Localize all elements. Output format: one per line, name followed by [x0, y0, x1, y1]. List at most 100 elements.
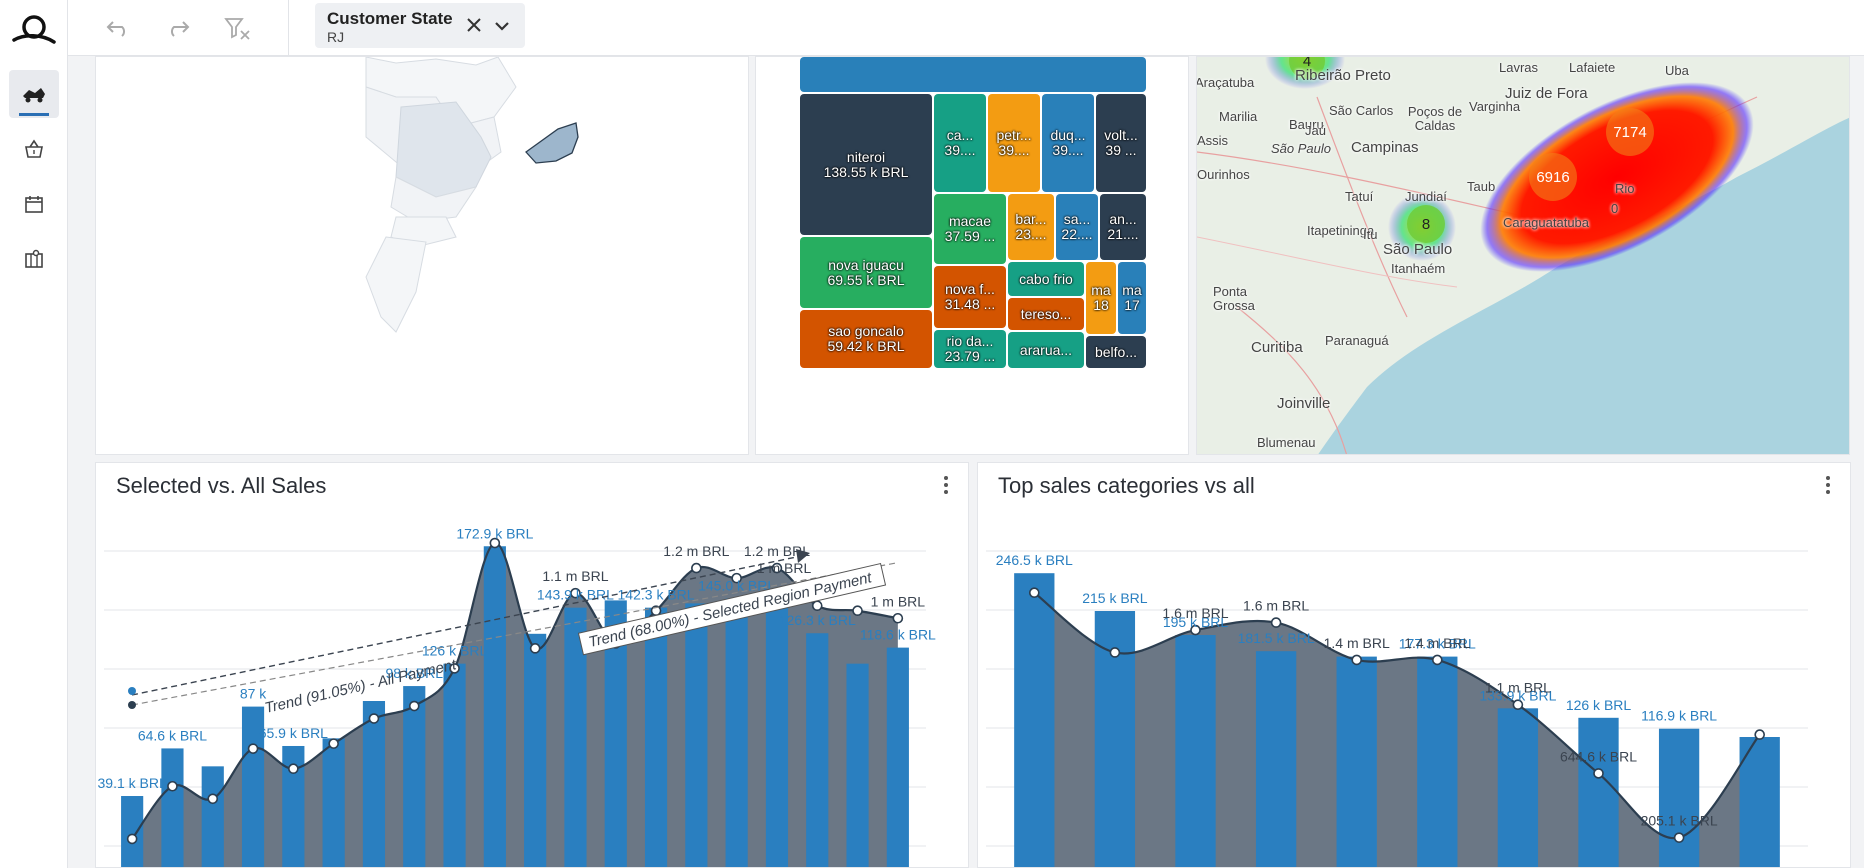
- sidebar-item-calendar[interactable]: [9, 180, 59, 228]
- panel-title: Top sales categories vs all: [998, 473, 1255, 498]
- area-value-label: 205.1 k BRL: [1641, 813, 1718, 829]
- area-point: [570, 587, 581, 599]
- area-point: [1512, 699, 1524, 711]
- treemap-value: 18: [1093, 297, 1109, 313]
- treemap-cell[interactable]: tereso...: [1008, 298, 1084, 330]
- cluster-count: 8: [1421, 215, 1431, 233]
- treemap-cell[interactable]: petr... 39....: [988, 94, 1040, 192]
- treemap-label: tereso...: [1020, 305, 1072, 322]
- bar: [806, 633, 829, 867]
- panel-menu-button[interactable]: [1818, 471, 1838, 499]
- area-point: [1593, 768, 1604, 779]
- treemap-cell[interactable]: sa... 22....: [1056, 194, 1098, 260]
- map-place-label: Lavras: [1499, 60, 1539, 75]
- bar-value-label: 118.6 k BRL: [860, 627, 936, 643]
- treemap-cell[interactable]: an... 21....: [1100, 194, 1146, 260]
- treemap-label: sa...: [1063, 211, 1091, 228]
- map-cluster-marker[interactable]: 4: [1289, 56, 1325, 79]
- map-place-label: São Carlos: [1329, 103, 1394, 118]
- treemap-cell[interactable]: ararua...: [1008, 332, 1084, 368]
- bar: [1497, 708, 1539, 867]
- map-place-label: Itapetininga: [1307, 223, 1375, 238]
- map-place-label: Blumenau: [1257, 435, 1316, 450]
- logo-icon[interactable]: [12, 12, 56, 46]
- categories-combo-chart[interactable]: 246.5 k BRL 215 k BRL 195 k BRL 181.5 k BRL…: [978, 463, 1851, 868]
- treemap-cell[interactable]: duq... 39....: [1042, 94, 1094, 192]
- bar: [564, 607, 587, 867]
- treemap-cell[interactable]: rio da... 23.79 ...: [934, 330, 1006, 368]
- map-place-label: São Paulo: [1271, 141, 1331, 156]
- treemap-cell[interactable]: volt... 39 ...: [1096, 94, 1146, 192]
- trend-arrow: [796, 549, 810, 563]
- cluster-count: 4: [1302, 56, 1312, 70]
- calendar-icon: [25, 196, 43, 213]
- area-point: [691, 562, 702, 574]
- bar: [1014, 573, 1055, 867]
- map-place-label: Curitiba: [1251, 339, 1303, 356]
- map-cluster-marker[interactable]: 6916: [1529, 153, 1577, 201]
- area-point: [1190, 624, 1201, 636]
- sales-combo-chart[interactable]: 39.1 k BRL 64.6 k BRL 87 k 65.9 k BRL 98 k B…: [96, 463, 969, 868]
- map-cluster-marker[interactable]: 7174: [1606, 108, 1654, 156]
- bar-value-label: 143.9 k BRL: [537, 587, 614, 603]
- map-heatmap-panel[interactable]: 4 8 6916 7174 0 Ribeirão Preto Lavras La…: [1196, 56, 1850, 455]
- cluster-zero-label: 0: [1611, 201, 1619, 216]
- treemap-cell[interactable]: nova f... 31.48 ...: [934, 266, 1006, 328]
- treemap-cell[interactable]: [800, 57, 1146, 92]
- map-place-label: Poços de Caldas: [1407, 104, 1463, 133]
- map-place-label: Taub: [1467, 179, 1496, 194]
- area-point: [207, 793, 219, 805]
- treemap-value: 39 ...: [1105, 142, 1137, 158]
- redo-button[interactable]: [160, 10, 196, 46]
- treemap-label: belfo...: [1094, 343, 1138, 360]
- treemap-cell[interactable]: cabo frio: [1008, 262, 1084, 296]
- bar-value-label: 172.9 k BRL: [456, 525, 533, 541]
- bar: [322, 738, 345, 867]
- brazil-choropleth-map[interactable]: [96, 57, 749, 455]
- filter-chip-title: Customer State: [327, 9, 453, 28]
- map-cluster-marker[interactable]: 8: [1407, 205, 1445, 243]
- map-place-label: Varginha: [1469, 99, 1521, 114]
- treemap-cell[interactable]: sao goncalo 59.42 k BRL: [800, 310, 932, 368]
- undo-button[interactable]: [100, 10, 136, 46]
- bar-value-label: 177.3 k BRL: [1399, 636, 1476, 652]
- bar: [1336, 656, 1377, 867]
- treemap-cell[interactable]: ma 18: [1086, 262, 1116, 334]
- area-value-label: 1.2 m BRL: [663, 543, 729, 559]
- close-icon[interactable]: [465, 16, 483, 34]
- treemap-label: nova f...: [945, 281, 995, 298]
- filter-chip-customer-state[interactable]: Customer State RJ: [315, 3, 525, 48]
- bar: [403, 686, 426, 867]
- treemap-cell[interactable]: nova iguacu 69.55 k BRL: [800, 237, 932, 308]
- bar-value-label: 133.9 k BRL: [1479, 687, 1556, 703]
- clear-filters-button[interactable]: [220, 10, 256, 46]
- panel-menu-button[interactable]: [936, 471, 956, 499]
- area-point: [489, 537, 501, 549]
- sidebar-item-orders[interactable]: [9, 125, 59, 173]
- treemap-cell[interactable]: niteroi 138.55 k BRL: [800, 94, 932, 235]
- treemap-cell[interactable]: ma 17: [1118, 262, 1146, 334]
- bar-value-label: 87 k: [240, 686, 267, 702]
- treemap-label: rio da...: [946, 333, 994, 350]
- bar-value-label: 126 k BRL: [1566, 697, 1632, 713]
- treemap-cell[interactable]: belfo...: [1086, 336, 1146, 368]
- sidebar-item-delivery[interactable]: [9, 70, 59, 118]
- legend-dot: [128, 687, 136, 695]
- bar: [362, 701, 386, 867]
- treemap-value: 39....: [944, 142, 976, 158]
- bar-value-label: 142.3 k BRL: [618, 587, 695, 603]
- treemap-value: 22....: [1061, 226, 1093, 242]
- area-point: [1109, 647, 1121, 658]
- sidebar-item-map[interactable]: [9, 235, 59, 283]
- left-nav-rail: [0, 0, 68, 868]
- treemap-cell[interactable]: macae 37.59 ...: [934, 194, 1006, 264]
- treemap-cell[interactable]: ca... 39....: [934, 94, 986, 192]
- bar: [121, 796, 144, 867]
- treemap-cell[interactable]: bar... 23....: [1008, 194, 1054, 260]
- area-value-label: 1.6 m BRL: [1243, 598, 1309, 614]
- chevron-down-icon[interactable]: [493, 17, 511, 35]
- cluster-count: 6916: [1536, 168, 1570, 186]
- map-place-label: Uba: [1665, 63, 1689, 78]
- bar: [241, 706, 265, 867]
